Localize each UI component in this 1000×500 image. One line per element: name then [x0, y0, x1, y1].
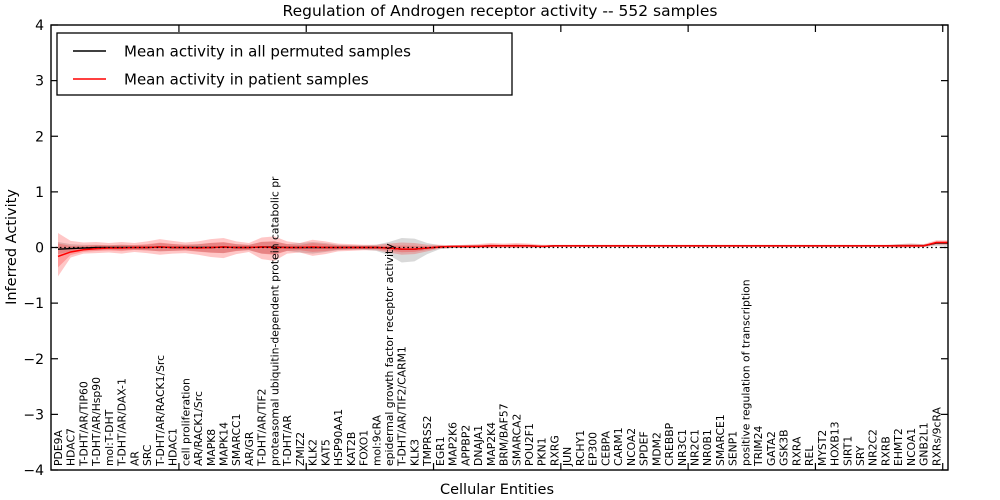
- x-category-label: epidermal growth factor receptor activit…: [383, 243, 396, 466]
- y-tick-label: −1: [23, 296, 44, 312]
- x-category-label: REL: [803, 446, 816, 466]
- chart-title: Regulation of Androgen receptor activity…: [283, 2, 718, 20]
- x-category-label: RXRG: [548, 435, 561, 466]
- y-axis-label: Inferred Activity: [4, 189, 20, 305]
- x-category-label: MAP2K6: [447, 422, 460, 466]
- x-category-label: RXRs/9cRA: [930, 406, 943, 466]
- x-category-label: GNB2L1: [918, 422, 931, 466]
- x-category-label: HOXB13: [829, 422, 842, 466]
- x-category-label: KAT5: [319, 439, 332, 466]
- y-tick-label: −3: [23, 407, 44, 423]
- x-category-label: RXRB: [879, 436, 892, 466]
- x-category-label: CEBPA: [599, 430, 612, 466]
- x-category-label: SENP1: [727, 431, 740, 466]
- x-category-label: mol:T-DHT: [103, 409, 116, 466]
- x-category-label: mol:9cRA: [370, 414, 383, 466]
- x-category-label: PKN1: [536, 437, 549, 466]
- x-category-label: MDM2: [650, 432, 663, 466]
- plot-border: [50, 24, 949, 471]
- x-category-label: GATA2: [765, 431, 778, 466]
- legend: Mean activity in all permuted samples Me…: [56, 32, 513, 96]
- x-category-label: CREBBP: [663, 422, 676, 466]
- x-category-label: T-DHT/AR/TIF2: [256, 388, 269, 467]
- x-category-label: T-DHT/AR/Hsp90: [90, 377, 103, 467]
- x-category-label: POU2F1: [523, 423, 536, 466]
- x-category-label: SPDEF: [638, 431, 651, 466]
- x-category-label: NR2C2: [867, 429, 880, 466]
- x-category-label: cell proliferation: [179, 378, 192, 466]
- x-category-label: BRM/BAF57: [498, 403, 511, 466]
- x-category-label: AR/GR: [243, 431, 256, 466]
- x-category-label: NCOA2: [625, 428, 638, 466]
- x-category-label: TMPRSS2: [421, 416, 434, 468]
- x-category-label: KAT2B: [345, 432, 358, 466]
- patient-band: [58, 233, 948, 277]
- x-category-label: MAPK8: [205, 429, 218, 466]
- x-category-label: SRY: [854, 445, 867, 466]
- x-category-label: SRC: [141, 445, 154, 466]
- x-category-label: GSK3B: [778, 429, 791, 466]
- y-tick-label: −4: [23, 463, 44, 479]
- x-category-label: NCOA1: [905, 428, 918, 466]
- x-category-label: FOXO1: [358, 430, 371, 466]
- y-tick-label: 2: [35, 129, 44, 145]
- x-category-label: NR3C1: [676, 429, 689, 466]
- mean-lines: [51, 241, 948, 258]
- x-category-label: AR/RACK1/Src: [192, 391, 205, 466]
- x-category-label: CARM1: [612, 427, 625, 466]
- x-category-label: MAP2K4: [485, 422, 498, 466]
- x-category-label: SIRT1: [841, 436, 854, 466]
- x-category-label: T-DHT/AR/RACK1/Src: [154, 355, 167, 467]
- x-category-label: ZMIZ2: [294, 432, 307, 466]
- x-category-label: T-DHT/AR/DAX-1: [116, 378, 129, 467]
- x-category-label: KLK3: [408, 439, 421, 466]
- y-tick-label: 4: [35, 18, 44, 34]
- x-category-label: T-DHT/AR/TIP60: [77, 381, 90, 467]
- x-category-label: NR2C1: [689, 429, 702, 466]
- x-category-label: SMARCE1: [714, 414, 727, 466]
- x-category-label: NR0B1: [701, 429, 714, 466]
- x-category-label: EGR1: [434, 436, 447, 466]
- x-category-label: HDAC1: [167, 428, 180, 466]
- x-category-label: EHMT2: [892, 428, 905, 466]
- x-category-label: RCHY1: [574, 430, 587, 466]
- x-category-label: SMARCA2: [510, 414, 523, 466]
- permuted-band: [58, 238, 948, 263]
- x-category-label: TRIM24: [752, 426, 765, 467]
- x-category-label: KLK2: [307, 439, 320, 466]
- x-category-label: JUN: [561, 447, 574, 467]
- x-axis-label: Cellular Entities: [440, 482, 554, 498]
- x-category-label: RXRA: [790, 436, 803, 466]
- x-category-label: SMARCC1: [230, 414, 243, 466]
- x-category-label: T-DHT/AR/TIF2/CARM1: [396, 346, 409, 467]
- x-category-label: PDE9A: [52, 429, 65, 466]
- y-tick-label: 1: [35, 185, 44, 201]
- x-category-label: MYST2: [816, 430, 829, 466]
- x-category-label: HDAC7: [65, 428, 78, 466]
- x-tick-labels: PDE9A HDAC7 T-DHT/AR/TIP60 T-DHT/AR/Hsp90 mo…: [52, 176, 943, 467]
- legend-label-permuted: Mean activity in all permuted samples: [124, 43, 411, 61]
- x-category-label: T-DHT/AR: [281, 414, 294, 467]
- x-category-label: APPBP2: [459, 425, 472, 466]
- legend-box: [56, 32, 513, 96]
- y-tick-label: 3: [35, 74, 44, 90]
- x-category-label: MAPK14: [217, 422, 230, 466]
- y-tick-label: 0: [35, 241, 44, 257]
- x-category-label: DNAJA1: [472, 425, 485, 466]
- x-category-label: EP300: [587, 432, 600, 466]
- x-category-label: AR: [128, 451, 141, 466]
- y-tick-label: −2: [23, 352, 44, 368]
- x-category-label: HSP90AA1: [332, 409, 345, 466]
- x-category-label: proteasomal ubiquitin-dependent protein …: [268, 176, 281, 466]
- x-category-label: positive regulation of transcription: [739, 279, 752, 466]
- legend-label-patient: Mean activity in patient samples: [124, 71, 369, 89]
